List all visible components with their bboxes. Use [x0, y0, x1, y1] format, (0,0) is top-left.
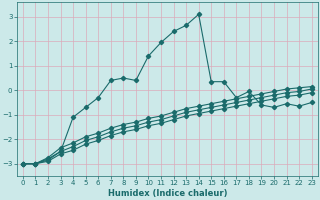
X-axis label: Humidex (Indice chaleur): Humidex (Indice chaleur): [108, 189, 227, 198]
